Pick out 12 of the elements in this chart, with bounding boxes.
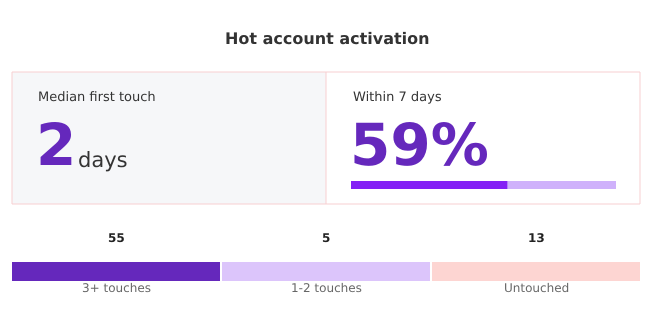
- category-label: 1-2 touches: [291, 281, 362, 295]
- text: Within 7 days: [353, 90, 442, 105]
- text: Hot account activation: [225, 29, 430, 48]
- text: days: [78, 148, 128, 172]
- text: Median first touch: [38, 90, 156, 105]
- data-label: 13: [528, 231, 545, 245]
- data-label: 59%: [350, 111, 489, 179]
- category-label: Untouched: [504, 281, 570, 295]
- text: 2: [36, 111, 76, 179]
- category-label: 3+ touches: [82, 281, 151, 295]
- data-label: 5: [322, 231, 330, 245]
- data-label: 55: [108, 231, 125, 245]
